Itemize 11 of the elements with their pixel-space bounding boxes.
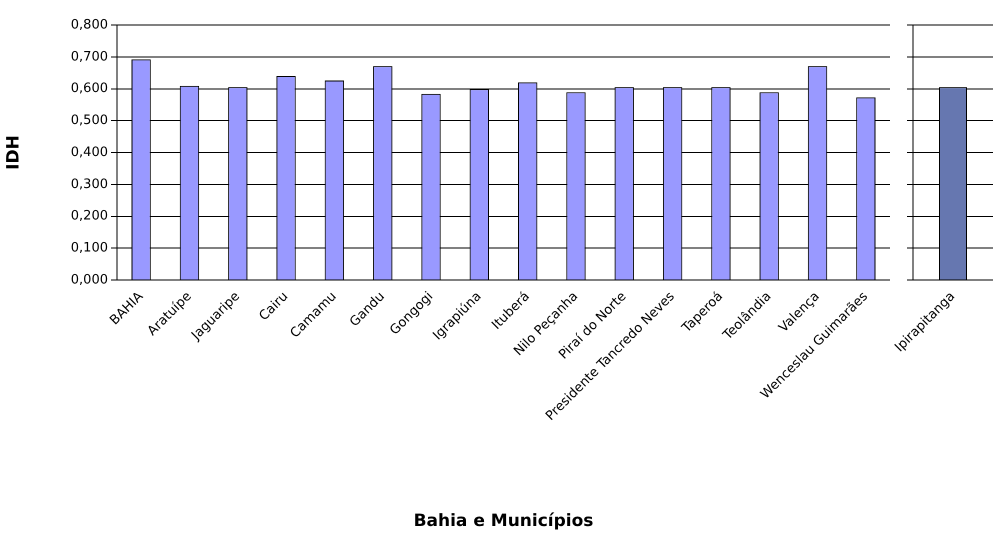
y-tick-label: 0,400 — [70, 144, 108, 160]
x-axis-title: Bahia e Municípios — [414, 511, 594, 532]
y-tick-label: 0,000 — [70, 272, 108, 288]
y-axis-title: IDH — [4, 135, 24, 170]
y-tick-label: 0,700 — [70, 49, 108, 64]
y-tick-label: 0,800 — [70, 17, 108, 32]
y-tick-label: 0,200 — [70, 208, 108, 224]
y-tick-label: 0,100 — [70, 240, 108, 256]
y-tick-label: 0,500 — [70, 113, 108, 128]
y-tick-label: 0,600 — [70, 81, 108, 96]
y-tick-label: 0,300 — [70, 176, 108, 192]
